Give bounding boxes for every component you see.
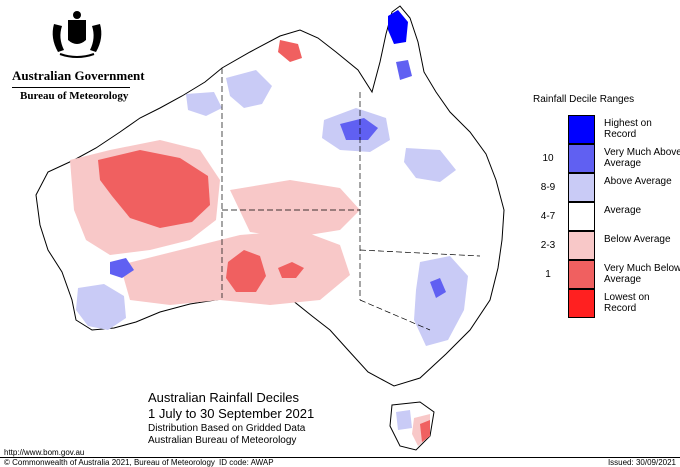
very-much-above-average-interior [110, 258, 134, 278]
map-period: 1 July to 30 September 2021 [148, 406, 315, 421]
very-much-below-average-east [278, 262, 304, 278]
logo-divider [12, 87, 130, 88]
legend-row: 2-3 Below Average [530, 231, 671, 260]
legend-label: Above Average [604, 176, 672, 187]
footer-divider [0, 457, 680, 458]
coat-of-arms-icon [52, 11, 102, 58]
legend-title: Rainfall Decile Ranges [533, 94, 635, 105]
legend-range: 4-7 [540, 211, 556, 222]
legend-swatch-above [568, 173, 595, 202]
legend-row: 1 Very Much Below Average [530, 260, 680, 289]
legend-label: Highest on Record [604, 118, 652, 140]
legend-range: 1 [545, 269, 551, 280]
government-name: Australian Government [12, 68, 145, 83]
legend-swatch-lowest [568, 289, 595, 318]
above-average-east [414, 256, 468, 346]
map-subtitle-method: Distribution Based on Gridded Data [148, 423, 306, 434]
government-logo: Australian Government Bureau of Meteorol… [8, 10, 145, 102]
legend-range: 10 [542, 153, 554, 164]
legend-swatch-very-much-below [568, 260, 595, 289]
legend-row: 8-9 Above Average [530, 173, 672, 202]
legend-label: Very Much Below Average [604, 263, 680, 285]
issued-date: Issued: 30/09/2021 [607, 458, 676, 467]
tasmania-above-average [396, 410, 412, 430]
below-average-centre [230, 180, 360, 238]
legend-row: Highest on Record [530, 115, 652, 144]
map-subtitle-source: Australian Bureau of Meteorology [148, 435, 297, 446]
legend-range: 2-3 [540, 240, 556, 251]
legend: Highest on Record 10 Very Much Above Ave… [530, 115, 680, 318]
department-name: Bureau of Meteorology [20, 90, 129, 102]
very-much-below-average-west [98, 150, 210, 228]
legend-swatch-below [568, 231, 595, 260]
highest-on-record-cape-york [388, 10, 408, 44]
legend-label: Below Average [604, 234, 671, 245]
legend-row: 4-7 Average [530, 202, 650, 231]
map-title: Australian Rainfall Deciles [148, 390, 300, 405]
very-much-below-average-south [226, 250, 266, 292]
legend-swatch-very-much-above [568, 144, 595, 173]
tasmania-very-much-below-average [420, 420, 430, 442]
above-average-queensland [404, 148, 456, 182]
legend-label: Very Much Above Average [604, 147, 680, 169]
legend-label: Average [604, 205, 642, 216]
state-borders [221, 68, 481, 331]
legend-swatch-average [568, 202, 595, 231]
id-code: ID code: AWAP [219, 458, 274, 467]
very-much-above-average-cape [396, 60, 412, 80]
legend-range: 8-9 [540, 182, 556, 193]
copyright-text: © Commonwealth of Australia 2021, Bureau… [4, 458, 215, 467]
legend-label: Lowest on Record [604, 292, 650, 314]
very-much-above-average-tas [430, 278, 446, 298]
legend-row: 10 Very Much Above Average [530, 144, 680, 173]
above-average-southwest [76, 284, 126, 330]
very-much-above-average-gulf [340, 118, 378, 140]
legend-swatch-highest [568, 115, 595, 144]
legend-row: Lowest on Record [530, 289, 650, 318]
above-average-north [226, 70, 272, 108]
above-average-kimberley [186, 92, 222, 116]
website-link[interactable]: http://www.bom.gov.au [4, 448, 85, 457]
very-much-below-average-north [278, 40, 302, 62]
